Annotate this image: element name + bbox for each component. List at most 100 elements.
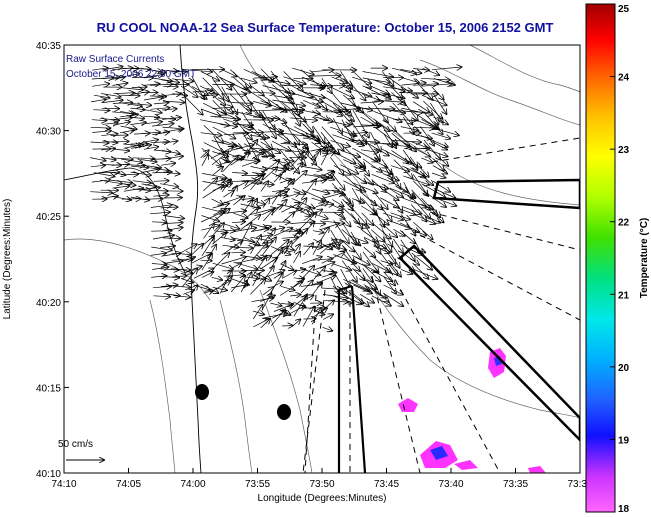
current-vector xyxy=(400,244,422,255)
current-vector xyxy=(363,246,376,257)
current-vector xyxy=(250,174,264,191)
current-vector xyxy=(351,84,366,100)
colorbar xyxy=(585,3,616,513)
current-vector xyxy=(250,235,262,254)
current-vector xyxy=(421,203,433,209)
current-vector xyxy=(252,117,279,119)
current-vector xyxy=(411,252,433,270)
sst-patch xyxy=(528,466,546,473)
current-vector xyxy=(181,257,195,263)
current-vector xyxy=(280,109,303,112)
current-vector xyxy=(321,94,347,112)
current-vector xyxy=(90,192,112,193)
current-vector xyxy=(220,158,229,162)
current-vector xyxy=(260,100,280,109)
current-vector xyxy=(101,196,118,198)
current-vector xyxy=(181,244,196,253)
x-axis: 74:10 74:05 74:00 73:55 73:50 73:45 73:40 73:35… xyxy=(51,468,593,490)
current-vector xyxy=(360,125,382,126)
current-vector xyxy=(293,252,300,264)
map-layer xyxy=(64,45,580,473)
current-vector xyxy=(260,160,279,175)
current-vector xyxy=(392,140,421,142)
radar-box xyxy=(398,244,580,442)
current-vector xyxy=(210,116,240,119)
current-vector xyxy=(303,99,320,107)
current-vector xyxy=(141,140,159,143)
current-vector xyxy=(111,158,133,160)
current-vector xyxy=(201,95,217,96)
current-vector xyxy=(213,253,230,269)
current-vector xyxy=(340,108,354,121)
current-vector xyxy=(339,293,362,305)
current-vector xyxy=(273,304,293,312)
current-vector xyxy=(232,145,253,151)
current-vector xyxy=(312,231,324,233)
current-vector xyxy=(331,244,346,250)
current-vector xyxy=(249,84,264,95)
current-vector xyxy=(219,271,232,294)
current-vector xyxy=(142,199,162,200)
current-vector xyxy=(162,141,177,143)
current-vector xyxy=(161,156,183,159)
current-vector xyxy=(181,269,197,288)
x-tick-label: 73:45 xyxy=(374,479,399,490)
current-vector xyxy=(311,150,320,166)
current-vector xyxy=(300,180,316,200)
current-vector xyxy=(393,198,403,213)
current-vector xyxy=(242,200,252,213)
current-vector xyxy=(390,78,419,98)
current-vector xyxy=(172,276,186,277)
current-vector xyxy=(200,71,219,81)
current-vector xyxy=(150,84,172,85)
current-vector xyxy=(353,247,361,259)
current-vector xyxy=(190,244,203,256)
current-vector xyxy=(431,132,451,139)
current-vector xyxy=(102,77,120,79)
current-vector xyxy=(372,190,388,209)
current-vector xyxy=(283,306,304,318)
current-vector xyxy=(131,166,148,168)
current-vector xyxy=(322,193,343,199)
current-vector xyxy=(280,144,308,145)
current-vector xyxy=(173,296,190,298)
current-vector xyxy=(291,147,308,167)
current-vector xyxy=(380,92,405,99)
current-vector xyxy=(130,172,151,175)
current-vector xyxy=(212,209,230,222)
current-vector xyxy=(273,175,281,183)
current-vector xyxy=(413,222,432,239)
current-vector xyxy=(312,126,325,143)
current-vector xyxy=(121,159,142,162)
current-vector xyxy=(231,263,241,269)
current-vector xyxy=(412,127,434,128)
current-vector xyxy=(312,276,336,286)
current-vector xyxy=(121,88,143,90)
current-vector xyxy=(241,160,260,167)
current-vector xyxy=(331,204,343,210)
current-vector xyxy=(361,212,374,225)
current-vector xyxy=(112,196,131,200)
current-vector xyxy=(281,164,289,176)
current-vector xyxy=(340,78,351,92)
current-vector xyxy=(211,140,237,147)
current-vector xyxy=(381,108,405,113)
current-vector xyxy=(400,269,412,274)
current-vector xyxy=(360,228,378,242)
current-vector xyxy=(350,132,367,133)
current-vector xyxy=(430,102,442,123)
current-vector xyxy=(231,222,245,223)
current-vector xyxy=(200,211,224,223)
current-vector xyxy=(110,77,124,79)
current-vector xyxy=(272,124,296,147)
x-tick-label: 73:40 xyxy=(438,479,463,490)
current-vector xyxy=(360,150,378,153)
current-vector xyxy=(421,175,433,186)
current-vector xyxy=(371,239,380,253)
current-vector xyxy=(342,260,357,282)
current-vector xyxy=(321,126,344,151)
current-vector xyxy=(349,205,367,225)
current-vector xyxy=(161,70,178,71)
current-vector xyxy=(383,271,395,286)
current-vector xyxy=(293,294,307,317)
